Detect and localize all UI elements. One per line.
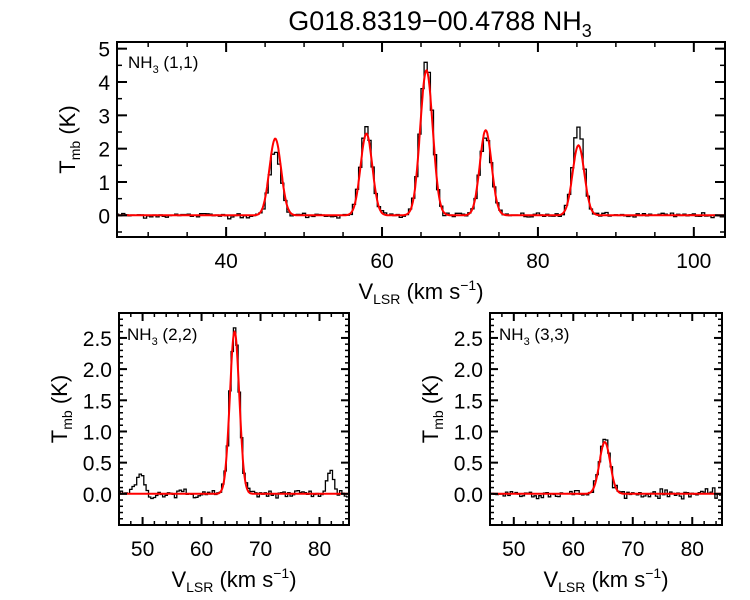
- x-axis-label: VLSR (km s−1): [171, 565, 296, 595]
- x-axis-label: VLSR (km s−1): [358, 277, 483, 307]
- y-tick-label: 1: [98, 172, 110, 195]
- observed-spectrum: [490, 438, 722, 500]
- x-tick-label: 100: [676, 250, 711, 273]
- y-tick-label: 4: [98, 72, 110, 95]
- x-tick-label: 70: [621, 538, 644, 561]
- y-tick-label: 2.0: [454, 359, 483, 382]
- x-tick-label: 60: [190, 538, 213, 561]
- y-tick-label: 1.5: [83, 390, 112, 413]
- x-tick-label: 80: [681, 538, 704, 561]
- plot-frame: [116, 41, 726, 238]
- x-tick-label: 60: [370, 250, 393, 273]
- gaussian-fit-line: [119, 330, 349, 495]
- gaussian-fit-line: [117, 68, 725, 217]
- x-tick-label: 80: [526, 250, 549, 273]
- y-tick-label: 2.5: [454, 328, 483, 351]
- y-tick-label: 1.0: [83, 421, 112, 444]
- y-tick-label: 3: [98, 105, 110, 128]
- observed-spectrum: [119, 327, 349, 500]
- y-tick-label: 2.0: [83, 359, 112, 382]
- x-tick-label: 40: [214, 250, 237, 273]
- y-tick-label: 0.0: [454, 484, 483, 507]
- y-axis-label: Tmb (K): [55, 105, 83, 173]
- panel-bottom-right: 50 60 70 80 0.0 0.5 1.0 1.5 2.0 2.5 NH3 (3,3) VLSR …: [418, 312, 723, 595]
- y-tick-label: 0.5: [83, 453, 112, 476]
- y-axis-label: Tmb (K): [47, 375, 75, 443]
- gaussian-fit-line: [490, 441, 722, 495]
- x-axis-label: VLSR (km s−1): [543, 565, 668, 595]
- y-tick-label: 0.5: [454, 453, 483, 476]
- transition-label: NH3 (2,2): [127, 325, 197, 348]
- panel-top: 40 60 80 100 0 1 2 3 4 5 NH3 (1,1) VLSR (km s−1) Tmb…: [55, 39, 726, 307]
- x-tick-label: 80: [308, 538, 331, 561]
- panel-bottom-left: 50 60 70 80 0.0 0.5 1.0 1.5 2.0 2.5 NH3 (2,2) VLSR …: [47, 312, 350, 595]
- y-tick-label: 0.0: [83, 484, 112, 507]
- x-tick-label: 70: [249, 538, 272, 561]
- chart-title: G018.8319−00.4788 NH3: [288, 6, 592, 41]
- y-tick-label: 1.5: [454, 390, 483, 413]
- y-tick-label: 2: [98, 139, 110, 162]
- transition-label: NH3 (1,1): [128, 53, 198, 76]
- transition-label: NH3 (3,3): [499, 325, 569, 348]
- y-tick-label: 2.5: [83, 328, 112, 351]
- y-tick-label: 5: [98, 39, 110, 62]
- y-tick-label: 1.0: [454, 421, 483, 444]
- x-tick-label: 50: [502, 538, 525, 561]
- x-tick-label: 60: [562, 538, 585, 561]
- y-tick-label: 0: [98, 205, 110, 228]
- x-tick-label: 50: [131, 538, 154, 561]
- y-axis-label: Tmb (K): [418, 375, 446, 443]
